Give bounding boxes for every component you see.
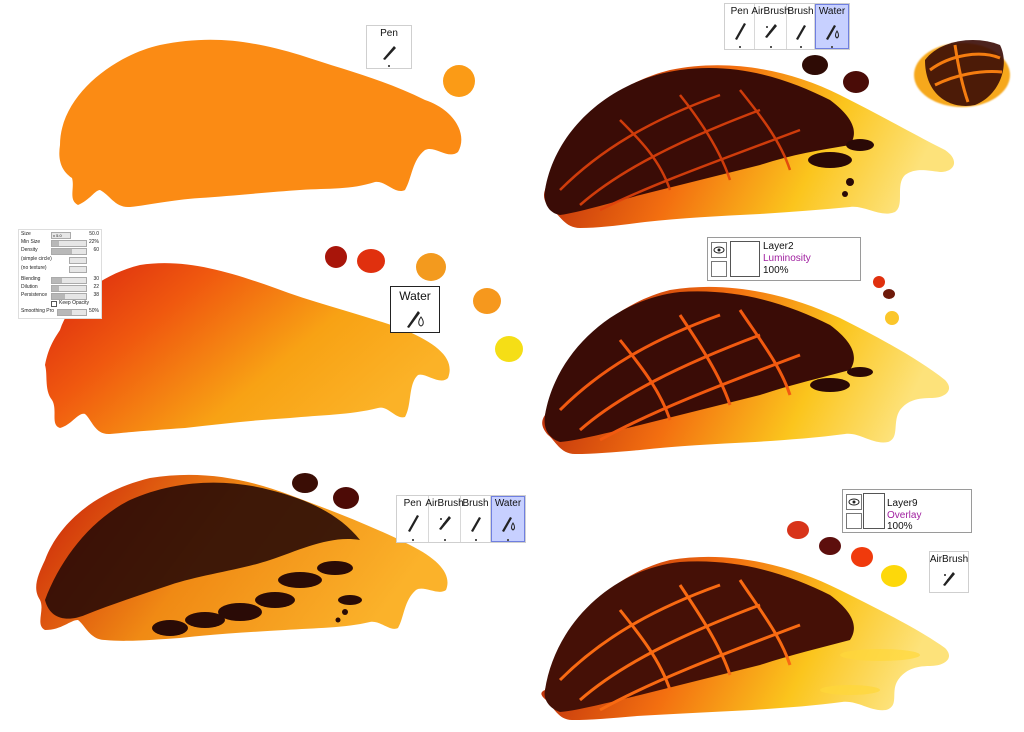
tool-airbrush[interactable]: AirBrush [425,496,464,542]
tool-label: AirBrush [425,498,464,509]
swatch-step5-yellow [885,311,899,325]
toolbar-top-right: Pen AirBrush Brush Water [724,3,850,50]
layer-name: Layer2 [763,241,794,252]
tool-airbrush[interactable]: AirBrush [930,552,968,592]
swatch-step2-darkred [325,246,347,268]
toolbar-airbrush-only: AirBrush [929,551,969,593]
tool-dot [831,46,833,48]
airbrush-icon [438,516,451,530]
toolbar-water-only: Water [390,286,440,333]
tool-label: Pen [730,6,749,17]
tool-label: AirBrush [929,554,969,565]
swatch-step4-dark [802,55,828,75]
tool-label: Water [494,498,522,509]
layer-lock-box[interactable] [846,513,862,529]
swatch-step1-orange [443,65,475,97]
swatch-step5-brown [883,289,895,299]
toolbar-bottom-mid: Pen AirBrush Brush Water [396,495,526,543]
airbrush-icon [943,572,955,586]
toolbar-pen-only: Pen [366,25,412,69]
lava-step5 [542,286,950,454]
swatch-step6-red [787,521,809,539]
tool-brush[interactable]: Brush [461,496,491,542]
tool-dot [443,539,446,541]
layer-mode: Luminosity [763,253,811,264]
layer-opacity: 100% [763,265,789,276]
swatch-step6-yellow [881,565,907,587]
tool-dot [388,65,390,67]
tool-dot [411,539,414,541]
brush-shape-row[interactable]: (simple circle) [21,256,99,264]
keep-opacity-checkbox[interactable]: Keep Opacity [21,300,99,307]
eye-icon[interactable] [711,242,727,258]
dark-spots-step3 [45,482,362,636]
blob-step1 [59,39,462,208]
brush-dilution-row[interactable]: Dilution 22 [21,284,99,292]
tool-dot [507,539,509,541]
water-icon [407,311,424,328]
tool-pen[interactable]: Pen [725,4,755,49]
lava-step4 [543,65,955,228]
airbrush-icon [764,24,777,38]
swatch-step5-red [873,276,885,288]
swatch-step6-orange [851,547,873,567]
brush-size-row[interactable]: Size x 5.0 50.0 [21,231,99,239]
tool-dot [799,46,802,48]
tool-label: Pen [380,28,398,39]
brush-persistence-row[interactable]: Persistence 38 [21,292,99,300]
tool-dot [769,46,772,48]
tool-dot [474,539,477,541]
swatch-step2-yellow [495,336,523,362]
brush-texture-row[interactable]: (no texture) [21,265,99,273]
brush-min-size-row[interactable]: Min Size 22% [21,239,99,247]
tool-label: Brush [787,6,814,17]
swatch-step4-dark-2 [843,71,869,93]
brush-icon [470,517,481,532]
water-icon [502,517,515,532]
layer-panel-layer2[interactable]: Layer2 Luminosity 100% [707,237,861,281]
layer-panel-layer9[interactable]: Layer9 Overlay 100% [842,489,972,533]
swatch-step2-orange [416,253,446,281]
layer-thumbnail [863,493,885,529]
blob-step2 [45,263,450,435]
tool-label: Water [399,289,431,303]
pen-icon [734,23,746,40]
tool-water[interactable]: Water [815,4,849,49]
layer-opacity: 100% [887,521,913,532]
tool-water[interactable]: Water [491,496,525,542]
tool-airbrush[interactable]: AirBrush [751,4,790,49]
water-icon [826,25,839,40]
eye-icon[interactable] [846,494,862,510]
pen-icon [407,515,419,532]
tool-water[interactable]: Water [391,287,439,332]
swatch-step3-dark [292,473,318,493]
lava-ball-sketch [914,40,1010,107]
swatch-step3-dark-2 [333,487,359,509]
brush-blending-row[interactable]: Blending 30 [21,276,99,284]
brush-density-row[interactable]: Density 60 [21,247,99,255]
tool-label: Pen [403,498,422,509]
swatch-step2-orange-2 [473,288,501,314]
tool-dot [738,46,741,48]
pen-icon [383,46,396,60]
layer-mode: Overlay [887,510,922,521]
brush-smoothing-row[interactable]: Smoothing Pro 50% [21,308,99,316]
tool-pen[interactable]: Pen [397,496,429,542]
swatch-step2-red [357,249,385,273]
tool-brush[interactable]: Brush [787,4,815,49]
tool-label: Water [818,6,846,17]
layer-thumbnail [730,241,760,277]
layer-lock-box[interactable] [711,261,727,277]
brush-icon [795,25,806,40]
tool-label: Brush [462,498,489,509]
swatch-step6-darkred [819,537,841,555]
tool-pen[interactable]: Pen [367,26,411,68]
layer-name: Layer9 [887,498,918,509]
tool-label: AirBrush [751,6,790,17]
brush-settings-panel: Size x 5.0 50.0 Min Size 22% Density 60 … [18,229,102,319]
lava-step6 [541,556,950,720]
